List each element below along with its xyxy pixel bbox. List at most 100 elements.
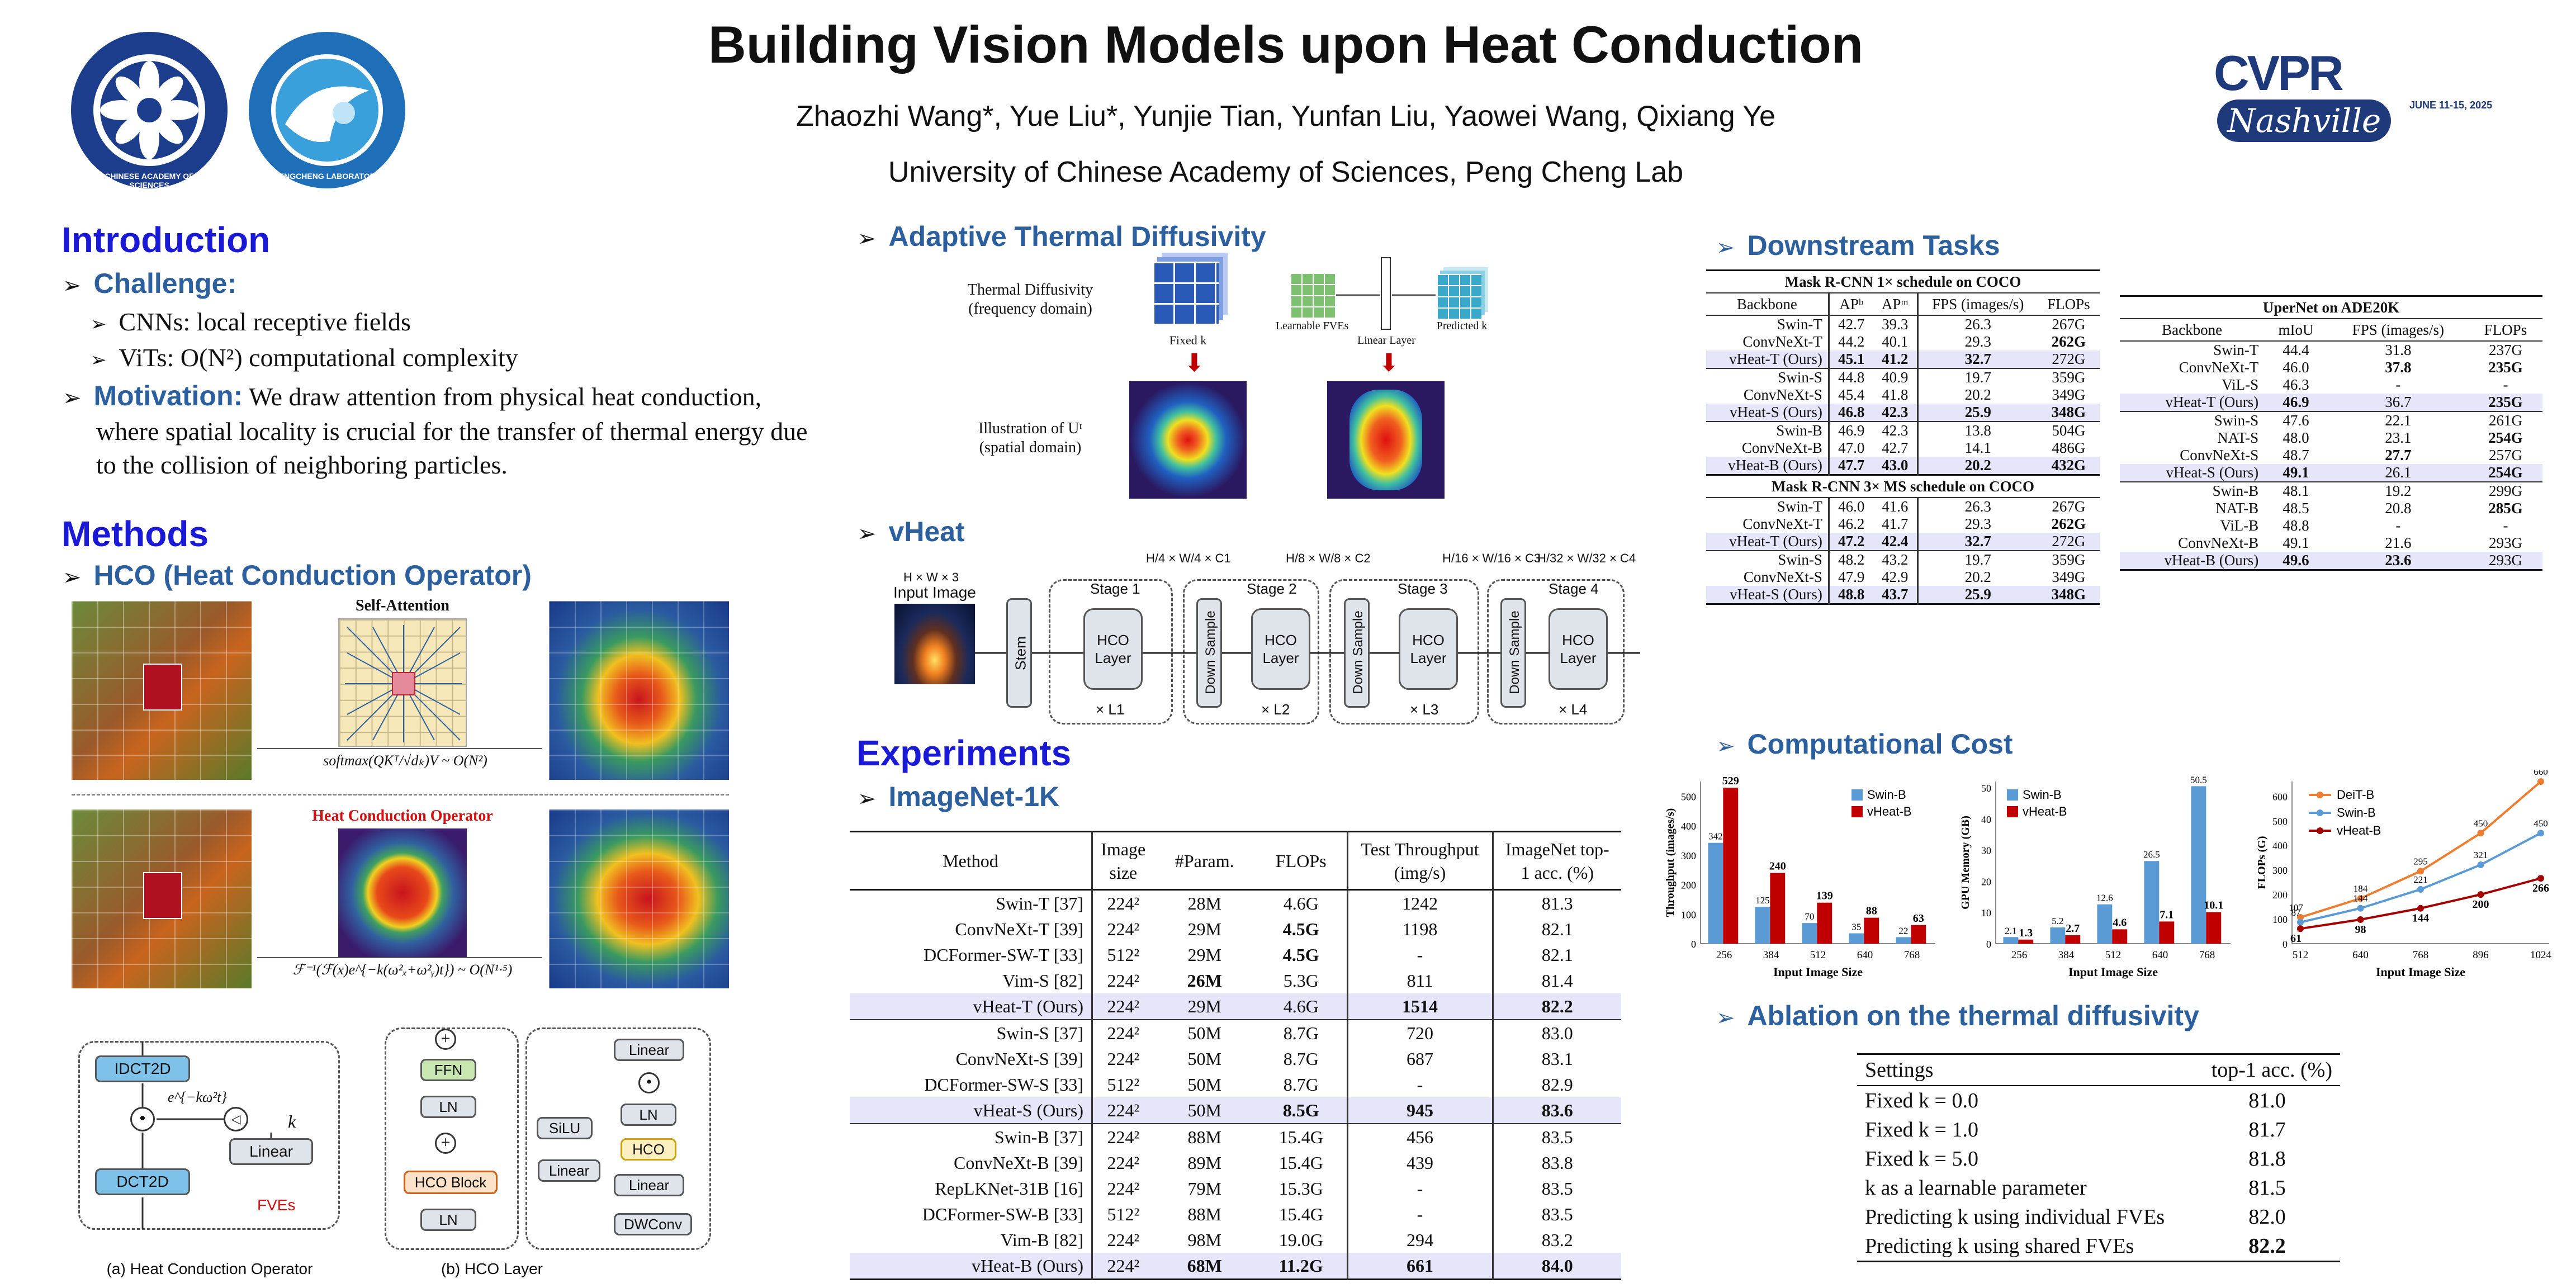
line-point <box>2477 861 2484 868</box>
dct-box: DCT2D <box>95 1168 190 1195</box>
table-cell: Swin-S <box>2214 412 2259 429</box>
table-row: Swin-B 48.1 19.2 299G <box>2120 482 2542 500</box>
bar-value-label: 10.1 <box>2204 899 2223 912</box>
table-cell: - <box>1346 1072 1493 1097</box>
table-cell: 21.6 <box>2385 534 2412 551</box>
table-cell: 257G <box>2488 447 2522 463</box>
table-cell: 47.0 <box>1827 439 1873 457</box>
bar-vheat-b <box>1723 788 1739 944</box>
table-cell: 42.3 <box>1882 404 1909 420</box>
table-cell: 46.0 <box>1827 498 1873 515</box>
table-cell: 262G <box>2051 333 2086 350</box>
table-cell: NAT-S <box>2217 429 2259 446</box>
table-cell: 224² <box>1091 968 1154 993</box>
bar-value-label: 26.5 <box>2143 849 2160 860</box>
downstream-heading: Downstream Tasks <box>1747 230 2000 261</box>
table-cell: vHeat-S (Ours) <box>973 1100 1083 1120</box>
table-cell: 37.8 <box>2385 359 2412 376</box>
bullet-arrow-icon: ➢ <box>63 385 82 411</box>
cvpr-logo-text: CVPR <box>2214 45 2343 101</box>
vheat-heading-row: ➢ vHeat <box>858 515 965 548</box>
table-cell: 348G <box>2051 586 2086 603</box>
table-cell: 48.2 <box>1827 551 1873 569</box>
learnable-fves-label: Learnable FVEs <box>1275 320 1349 332</box>
table-cell: 68M <box>1187 1256 1222 1276</box>
y-tick-label: 10 <box>1981 907 1991 918</box>
down-sample-box-3: Down Sample <box>1500 598 1526 708</box>
down-arrow-icon: ⬇ <box>1379 349 1399 377</box>
table-cell: 19.7 <box>1916 368 2038 386</box>
table-cell: 48.8 <box>2283 517 2309 534</box>
table-row: vHeat-B (Ours) 224² 68M 11.2G 661 84.0 <box>850 1253 1621 1280</box>
table-cell: 8.5G <box>1282 1100 1319 1120</box>
x-tick-label: 256 <box>1716 949 1732 961</box>
bar-value-label: 139 <box>1816 890 1833 902</box>
table-cell: 22.1 <box>2385 412 2412 429</box>
table-cell: 1198 <box>1346 916 1493 942</box>
predicted-k-label: Predicted k <box>1436 320 1488 332</box>
table-cell: 45.1 <box>1827 351 1873 368</box>
ade-col-header: FPS (images/s) <box>2352 321 2444 338</box>
table-cell: vHeat-T (Ours) <box>2165 394 2259 410</box>
table-cell: 272G <box>2052 351 2086 367</box>
table-cell: vHeat-S (Ours) <box>1730 404 1822 420</box>
table-row: Predicting k using shared FVEs 82.2 <box>1857 1232 2340 1262</box>
table-cell: 20.2 <box>1916 457 2038 475</box>
table-cell: Swin-T <box>2213 342 2259 358</box>
table-cell: 41.7 <box>1882 515 1909 532</box>
ablation-col-acc: top-1 acc. (%) <box>2211 1058 2332 1082</box>
table-cell: 50M <box>1187 1100 1221 1120</box>
line-point <box>2537 875 2544 882</box>
stage-2-label: Stage 2 <box>1247 580 1297 597</box>
cost-heading-row: ➢ Computational Cost <box>1716 728 2013 760</box>
table-cell: Swin-S <box>1778 369 1822 386</box>
line-point <box>2297 918 2304 926</box>
table-cell: 47.9 <box>1827 569 1873 586</box>
table-cell: ViL-B <box>2220 517 2259 534</box>
table-cell: 47.6 <box>2283 412 2309 429</box>
table-cell: - <box>2503 517 2508 534</box>
table-cell: 82.9 <box>1491 1072 1621 1097</box>
ffn-label: FFN <box>434 1062 463 1078</box>
table-cell: 31.8 <box>2385 342 2412 358</box>
stage-3-label: Stage 3 <box>1398 580 1448 597</box>
motivation-text: We draw attention from physical heat con… <box>96 382 808 479</box>
table-cell: 46.3 <box>2283 376 2309 393</box>
cas-logo: CHINESE ACADEMY OF SCIENCES <box>68 29 230 191</box>
legend-label: Swin-B <box>2337 806 2376 820</box>
table-cell: 29M <box>1187 919 1221 939</box>
legend-label: vHeat-B <box>2337 823 2381 837</box>
table-row: Fixed k = 5.0 81.8 <box>1857 1144 2340 1173</box>
predicted-k-heatmap <box>1327 381 1445 499</box>
coco-col-header: APᵐ <box>1881 296 1909 312</box>
table-cell: - <box>2503 376 2508 393</box>
table-cell: NAT-B <box>2215 500 2259 517</box>
table-cell: 299G <box>2488 482 2522 499</box>
table-row: vHeat-S (Ours) 224² 50M 8.5G 945 83.6 <box>850 1097 1621 1124</box>
table-cell: 83.1 <box>1491 1046 1621 1072</box>
pcl-logo: PENGCHENG LABORATORY <box>246 29 408 191</box>
line-deit-b <box>2300 780 2542 918</box>
table-cell: Swin-B <box>2212 482 2259 499</box>
table-cell: 26.1 <box>2385 464 2412 481</box>
table-cell: ViL-S <box>2222 376 2259 393</box>
table-cell: 88M <box>1187 1127 1221 1147</box>
table-cell: Vim-B [82] <box>1000 1230 1083 1250</box>
dashed-divider <box>72 794 729 795</box>
plus-icon: + <box>435 1029 456 1050</box>
input-dim: H × W × 3 <box>903 570 959 584</box>
table-cell: 432G <box>2051 457 2086 473</box>
adaptive-heading: Adaptive Thermal Diffusivity <box>888 221 1266 252</box>
y-tick-label: 20 <box>1981 876 1991 887</box>
x-tick-label: 768 <box>1904 949 1920 961</box>
table-cell: 11.2G <box>1278 1256 1323 1276</box>
bar-value-label: 22 <box>1898 925 1908 936</box>
table-row: ConvNeXt-T 46.2 41.7 29.3 262G <box>1706 515 2100 533</box>
table-cell: 293G <box>2488 552 2522 569</box>
stage-1-rep: × L1 <box>1096 701 1125 718</box>
x-tick-label: 384 <box>2058 949 2075 961</box>
table-cell: Swin-B [37] <box>994 1127 1083 1147</box>
line-point <box>2297 925 2304 932</box>
bullet-arrow-icon: ➢ <box>858 521 877 547</box>
table-cell: vHeat-S (Ours) <box>1730 586 1822 603</box>
